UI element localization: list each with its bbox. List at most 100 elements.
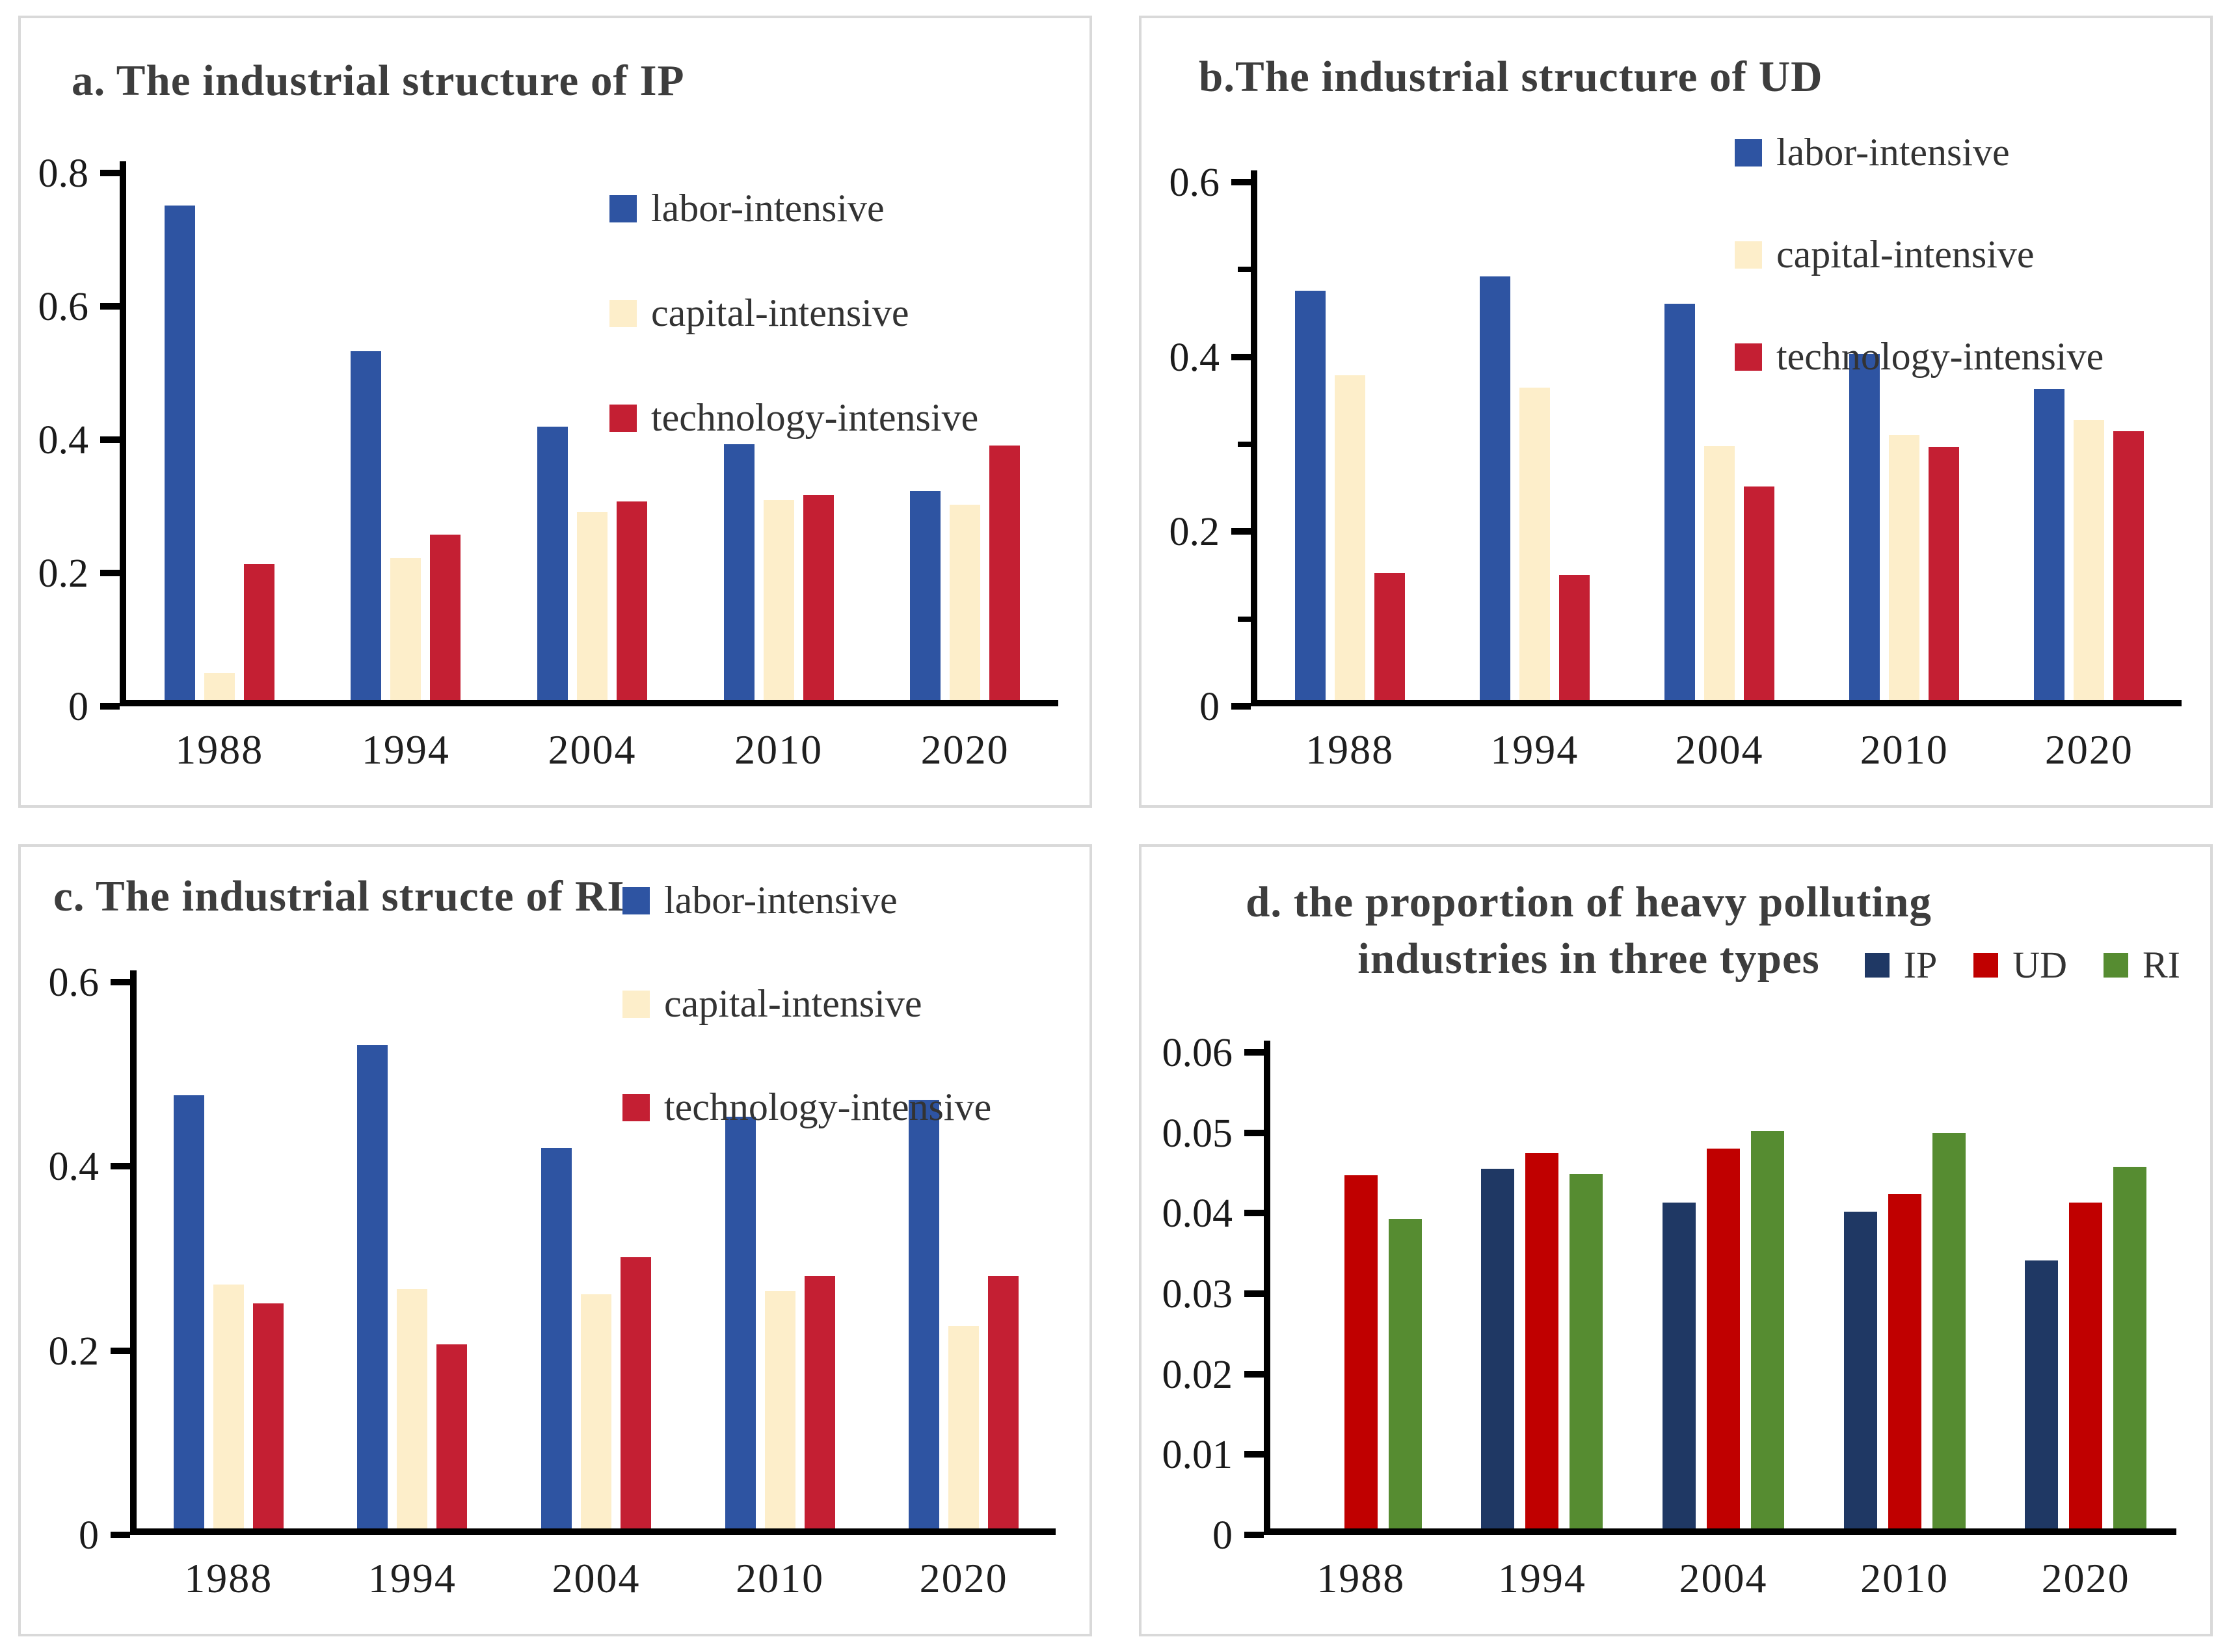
bar: [1744, 486, 1774, 700]
y-tick-label: 0: [79, 1513, 99, 1558]
x-axis-labels: 1988 1994 2004 2010 2020: [137, 1554, 1056, 1603]
bar-group: [686, 173, 872, 700]
legend-label: technology-intensive: [651, 396, 979, 439]
bar: [580, 1294, 611, 1528]
y-tick: [1238, 442, 1251, 447]
y-tick-label: 0.2: [48, 1329, 100, 1374]
bar: [1519, 387, 1550, 700]
bar: [390, 558, 421, 700]
legend-label: capital-intensive: [664, 982, 922, 1025]
y-tick-label: 0.06: [1162, 1030, 1233, 1075]
bar: [1849, 354, 1880, 700]
y-tick-label: 0: [68, 684, 88, 729]
y-tick-label: 0: [1212, 1513, 1233, 1558]
bar-group: [1257, 182, 1442, 700]
y-tick-label: 0.05: [1162, 1111, 1233, 1156]
legend-label: capital-intensive: [651, 291, 909, 334]
bar: [1932, 1133, 1966, 1528]
bar-group: [872, 173, 1058, 700]
y-tick-label: 0.4: [48, 1145, 100, 1190]
y-tick: [111, 1347, 130, 1354]
bar: [1750, 1130, 1784, 1528]
chart-title: a. The industrial structure of IP: [72, 57, 685, 105]
bar: [213, 1284, 244, 1528]
bar: [436, 1344, 468, 1528]
bar: [1334, 375, 1365, 700]
bar: [909, 1099, 940, 1528]
bar-group: [872, 982, 1056, 1528]
y-tick: [1244, 1290, 1264, 1297]
bar: [725, 1117, 756, 1528]
legend-item: labor-intensive: [1735, 130, 2104, 175]
bar-group: [126, 173, 313, 700]
bar: [1704, 446, 1735, 700]
legend: IP UD RI: [1864, 943, 2180, 987]
x-tick-label: 2020: [920, 726, 1009, 773]
legend-swatch-icon: [1973, 952, 1999, 978]
bar: [2025, 1260, 2059, 1528]
bar: [804, 1276, 835, 1528]
x-axis-labels: 1988 1994 2004 2010 2020: [1270, 1554, 2176, 1603]
bar: [950, 505, 981, 700]
bar: [620, 1257, 651, 1528]
bar: [1294, 291, 1326, 700]
plot-area: 0 0.2 0.4 0.6 1988 1994 2004 2010 2020: [1169, 161, 2182, 773]
bar: [1664, 304, 1695, 700]
x-axis-line: [130, 1528, 1056, 1535]
y-tick: [100, 436, 120, 443]
legend-item: technology-intensive: [622, 1085, 991, 1130]
bar: [723, 444, 755, 700]
bar: [2113, 1166, 2147, 1528]
plot-area: 0 0.2 0.4 0.6 1988 1994 2004 2010 2020: [49, 961, 1056, 1601]
legend-swatch-icon: [609, 299, 637, 327]
bar-group: [499, 173, 686, 700]
x-axis-labels: 1988 1994 2004 2010 2020: [1257, 726, 2182, 774]
bar: [164, 205, 195, 700]
x-tick-label: 2004: [552, 1555, 641, 1601]
bar-group: [1627, 182, 1811, 700]
plot-area: 0 0.2 0.4 0.6 0.8 1988 1994 2004 2010 2020: [38, 152, 1058, 773]
legend-label: IP: [1903, 944, 1938, 986]
x-tick-label: 1994: [1497, 1555, 1586, 1601]
legend: labor-intensive capital-intensive technolo…: [622, 878, 991, 1130]
bar: [1374, 572, 1405, 700]
panel-a: a. The industrial structure of IP labor-i…: [18, 16, 1092, 808]
y-tick: [100, 570, 120, 576]
y-tick-label: 0.4: [1169, 335, 1220, 380]
chart-title: b.The industrial structure of UD: [1199, 53, 1823, 101]
x-tick-label: 2010: [1860, 726, 1949, 773]
bar: [1929, 447, 1960, 700]
bar: [1706, 1148, 1740, 1528]
chart-title: d. the proportion of heavy polluting ind…: [1246, 878, 1932, 983]
legend-swatch-icon: [1735, 343, 1762, 371]
bar: [1662, 1202, 1696, 1528]
bar-group: [1633, 1052, 1814, 1528]
x-tick-label: 2020: [919, 1555, 1008, 1601]
bar: [351, 351, 382, 700]
bar-group: [1812, 182, 1997, 700]
bar: [616, 501, 647, 700]
bar-group: [313, 173, 500, 700]
legend-item: RI: [2104, 943, 2180, 987]
chart-title: c. The industrial structe of RI: [53, 872, 625, 920]
bar: [1479, 276, 1510, 700]
y-tick: [1244, 1370, 1264, 1378]
y-tick: [1244, 1532, 1264, 1538]
y-tick-label: 0.03: [1162, 1272, 1233, 1316]
bar: [1481, 1169, 1515, 1528]
y-tick: [111, 979, 130, 985]
y-tick-label: 0.04: [1162, 1192, 1233, 1236]
x-tick-label: 2020: [2044, 726, 2133, 773]
bar-group: [688, 982, 872, 1528]
y-tick-label: 0.02: [1162, 1352, 1233, 1397]
bar: [2034, 389, 2065, 700]
y-tick: [1238, 616, 1251, 622]
bar: [357, 1045, 388, 1528]
bar-group: [1997, 182, 2182, 700]
bar: [1558, 574, 1590, 700]
bar: [948, 1326, 980, 1528]
x-tick-label: 1988: [1305, 726, 1395, 773]
y-tick-label: 0.6: [38, 284, 89, 329]
x-tick-label: 1988: [184, 1555, 273, 1601]
y-tick: [1244, 1210, 1264, 1217]
